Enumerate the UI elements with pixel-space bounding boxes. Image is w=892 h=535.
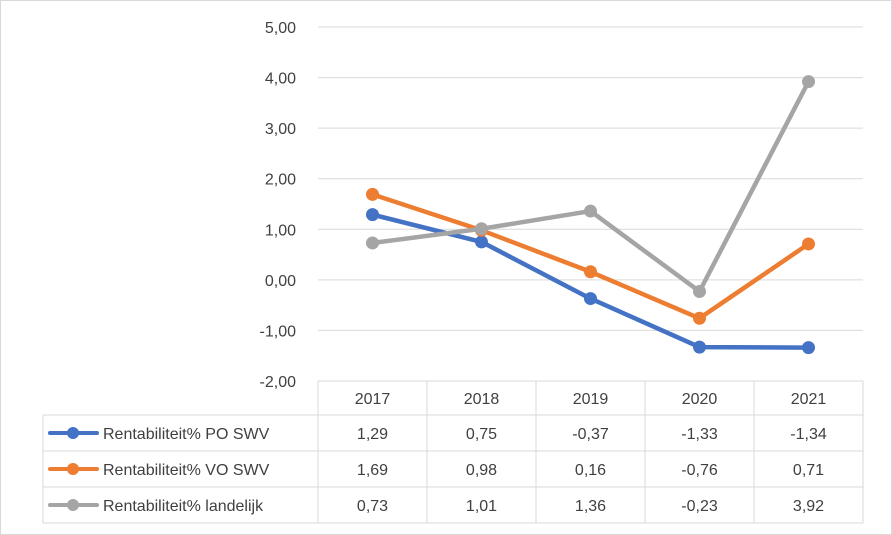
series-group (366, 75, 815, 298)
x-category-label: 2018 (464, 391, 500, 408)
data-table-value: 1,29 (357, 426, 388, 443)
y-tick-label: 4,00 (265, 71, 296, 88)
data-table-value: 1,69 (357, 462, 388, 479)
y-axis-tick-labels: 5,00 4,00 3,00 2,00 1,00 0,00 -1,00 -2,00 (260, 20, 297, 391)
data-table-value: 0,75 (466, 426, 497, 443)
series-name: Rentabiliteit% landelijk (103, 498, 264, 515)
data-point (693, 340, 706, 354)
data-table-value: -0,76 (681, 462, 718, 479)
x-category-label: 2019 (573, 391, 609, 408)
legend-key-marker (67, 427, 79, 439)
series-name: Rentabiliteit% VO SWV (103, 462, 270, 479)
series-name: Rentabiliteit% PO SWV (103, 426, 270, 443)
x-category-label: 2017 (355, 391, 391, 408)
legend-key-marker (67, 499, 79, 511)
x-category-label: 2020 (682, 391, 718, 408)
data-table-value: 0,98 (466, 462, 497, 479)
y-tick-label: -2,00 (260, 374, 297, 391)
data-table-value: 3,92 (793, 498, 824, 515)
data-point (475, 222, 488, 236)
data-table-value: -1,33 (681, 426, 718, 443)
data-table-value: -0,37 (572, 426, 609, 443)
data-table-value: 0,16 (575, 462, 606, 479)
data-point (802, 237, 815, 251)
data-table-value: 0,73 (357, 498, 388, 515)
data-point (584, 292, 597, 306)
data-point (366, 236, 379, 250)
legend-key-marker (67, 463, 79, 475)
x-category-label: 2021 (791, 391, 827, 408)
data-table-value: 1,01 (466, 498, 497, 515)
data-point (802, 75, 815, 89)
y-tick-label: 1,00 (265, 222, 296, 239)
y-tick-label: 5,00 (265, 20, 296, 37)
gridlines (318, 26, 863, 382)
y-tick-label: -1,00 (260, 323, 297, 340)
data-table-value: -0,23 (681, 498, 718, 515)
data-table-value: -1,34 (790, 426, 827, 443)
data-table-value: 1,36 (575, 498, 606, 515)
y-tick-label: 3,00 (265, 121, 296, 138)
data-point (366, 208, 379, 222)
data-table-value: 0,71 (793, 462, 824, 479)
data-point (693, 284, 706, 298)
data-table: 2017 2018 2019 2020 2021 Rentabiliteit% PO SW… (42, 380, 864, 524)
data-point (802, 341, 815, 355)
y-tick-label: 2,00 (265, 172, 296, 189)
data-point (584, 265, 597, 279)
data-point (693, 311, 706, 325)
y-tick-label: 0,00 (265, 273, 296, 290)
data-point (584, 204, 597, 218)
data-point (366, 187, 379, 201)
data-point (475, 235, 488, 249)
series-lines (366, 75, 815, 355)
